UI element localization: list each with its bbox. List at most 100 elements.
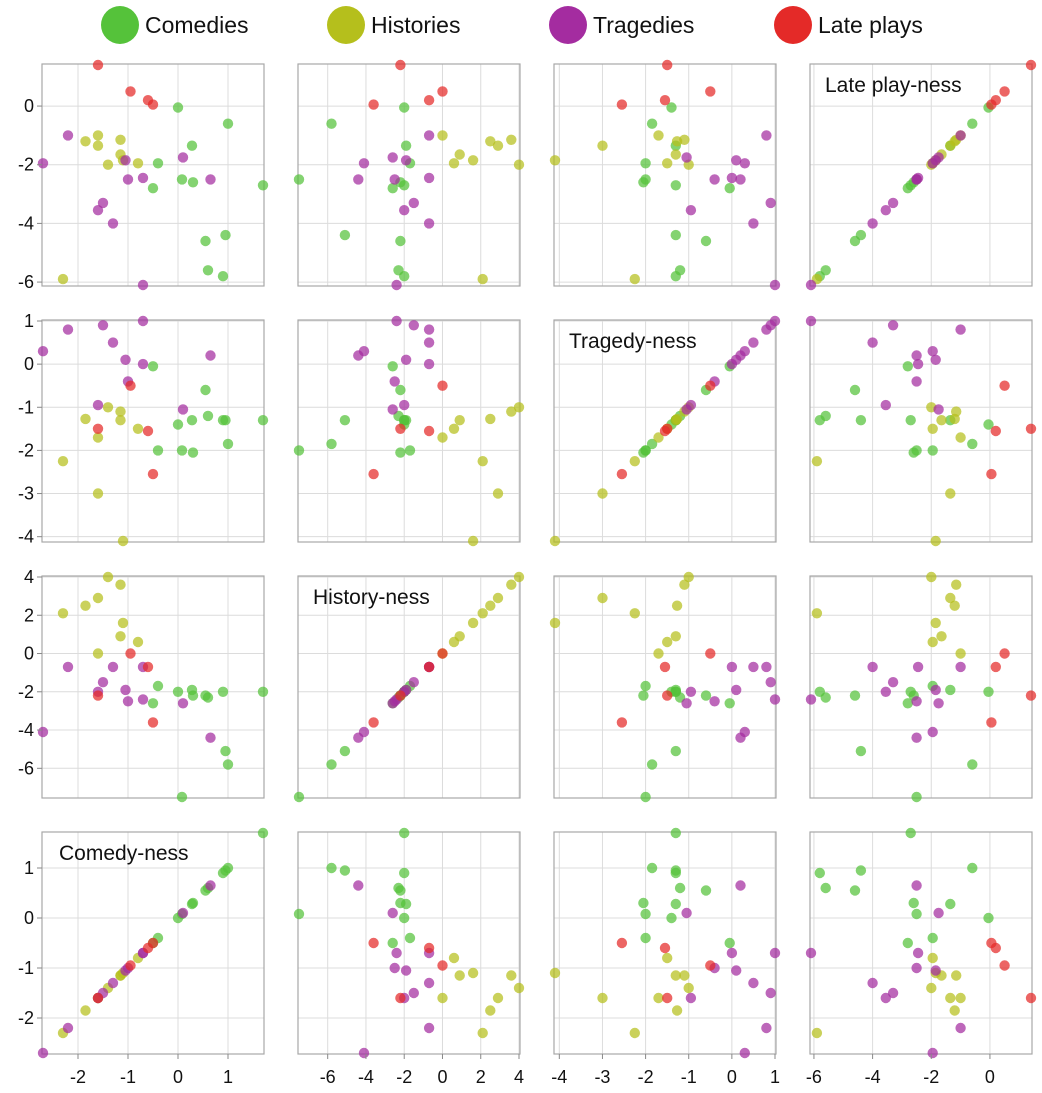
point-comedies-6 <box>700 235 712 247</box>
point-tragedies-21 <box>37 346 49 357</box>
point-histories-16 <box>513 402 525 413</box>
point-tragedies-30 <box>177 404 189 415</box>
legend-item-comedies: Comedies <box>101 6 249 44</box>
point-comedies-6 <box>849 384 861 396</box>
point-late-plays-35 <box>616 717 628 728</box>
point-comedies-11 <box>387 183 398 194</box>
point-late-plays-33 <box>999 380 1010 391</box>
point-histories-13 <box>671 600 683 611</box>
point-histories-16 <box>102 571 114 583</box>
point-comedies-2 <box>326 862 337 874</box>
point-comedies-11 <box>147 698 159 709</box>
point-comedies-7 <box>908 447 919 458</box>
point-tragedies-27 <box>389 376 400 387</box>
point-tragedies-22 <box>955 661 966 673</box>
legend-label: Tragedies <box>593 12 694 38</box>
point-histories-17 <box>115 406 126 417</box>
point-tragedies-30 <box>177 907 189 919</box>
point-tragedies-24 <box>765 677 776 688</box>
point-comedies-6 <box>849 690 861 701</box>
point-late-plays-32 <box>395 59 406 71</box>
point-comedies-1 <box>911 908 922 920</box>
point-tragedies-23 <box>685 992 697 1004</box>
point-tragedies-22 <box>761 661 772 673</box>
point-comedies-10 <box>640 445 651 456</box>
point-histories-15 <box>955 432 966 443</box>
point-tragedies-30 <box>933 404 944 415</box>
point-tragedies-25 <box>423 337 435 348</box>
point-tragedies-31 <box>205 350 216 361</box>
point-comedies-10 <box>640 932 651 944</box>
point-tragedies-24 <box>408 987 419 999</box>
point-comedies-7 <box>638 897 649 909</box>
point-tragedies-30 <box>681 404 692 415</box>
point-histories-19 <box>930 535 941 547</box>
point-tragedies-31 <box>735 880 746 891</box>
panel-frame <box>41 63 265 287</box>
panel-frame <box>297 575 521 799</box>
panel-tragedy-vs-tragedy: Tragedy-ness <box>549 315 781 547</box>
point-comedies-3 <box>339 865 351 876</box>
point-late-plays-32 <box>662 690 673 701</box>
point-tragedies-31 <box>911 174 922 185</box>
point-late-plays-35 <box>368 99 379 110</box>
x-tick-label-late: 0 <box>985 1067 995 1087</box>
point-tragedies-31 <box>205 880 216 891</box>
point-histories-19 <box>549 535 561 547</box>
point-comedies-2 <box>646 118 658 129</box>
point-tragedies-27 <box>389 962 400 974</box>
point-comedies-4 <box>217 686 229 697</box>
point-comedies-2 <box>967 438 978 450</box>
point-comedies-0 <box>905 827 916 839</box>
point-tragedies-22 <box>761 130 772 141</box>
y-tick-label-comedy: -1 <box>18 958 34 978</box>
point-histories-15 <box>653 432 664 443</box>
point-late-plays-34 <box>990 425 1001 437</box>
point-tragedies-30 <box>933 907 944 919</box>
point-histories-20 <box>448 423 460 434</box>
point-histories-19 <box>117 535 129 547</box>
point-tragedies-25 <box>423 218 435 229</box>
point-tragedies-28 <box>769 694 781 705</box>
point-late-plays-33 <box>125 960 136 971</box>
point-late-plays-35 <box>616 468 628 480</box>
point-comedies-11 <box>147 183 159 194</box>
point-late-plays-35 <box>147 99 159 110</box>
point-tragedies-28 <box>769 315 781 327</box>
point-histories-12 <box>629 273 640 285</box>
point-tragedies-30 <box>387 907 398 919</box>
point-tragedies-30 <box>933 152 944 163</box>
point-late-plays-33 <box>125 648 136 659</box>
point-histories-18 <box>454 970 465 981</box>
point-comedies-11 <box>147 361 159 372</box>
point-comedies-10 <box>152 158 164 169</box>
y-tick-label-late: -4 <box>18 213 34 233</box>
point-comedies-8 <box>400 898 412 910</box>
point-comedies-6 <box>395 235 406 247</box>
point-tragedies-23 <box>92 399 104 411</box>
point-histories-20 <box>448 636 460 648</box>
x-tick-label-history: 2 <box>476 1067 486 1087</box>
point-tragedies-27 <box>911 376 922 387</box>
y-tick-label-history: 0 <box>24 644 34 664</box>
point-comedies-6 <box>395 384 406 396</box>
point-histories-17 <box>506 406 517 417</box>
point-comedies-2 <box>967 862 978 874</box>
point-tragedies-25 <box>867 337 878 348</box>
x-tick-label-history: 4 <box>514 1067 524 1087</box>
point-histories-14 <box>597 140 608 151</box>
panel-comedy-vs-tragedy <box>549 827 781 1059</box>
x-tick-label-comedy: -1 <box>120 1067 136 1087</box>
point-tragedies-28 <box>137 279 149 291</box>
point-histories-12 <box>629 456 640 467</box>
x-tick-label-tragedy: -3 <box>594 1067 610 1087</box>
legend-swatch <box>327 6 365 44</box>
point-late-plays-33 <box>125 380 136 391</box>
point-comedies-0 <box>905 415 916 426</box>
point-comedies-6 <box>700 885 712 896</box>
point-histories-16 <box>683 571 694 583</box>
point-tragedies-21 <box>37 1047 49 1059</box>
panel-frame <box>809 63 1033 287</box>
point-tragedies-26 <box>400 354 412 365</box>
point-tragedies-21 <box>927 726 938 738</box>
